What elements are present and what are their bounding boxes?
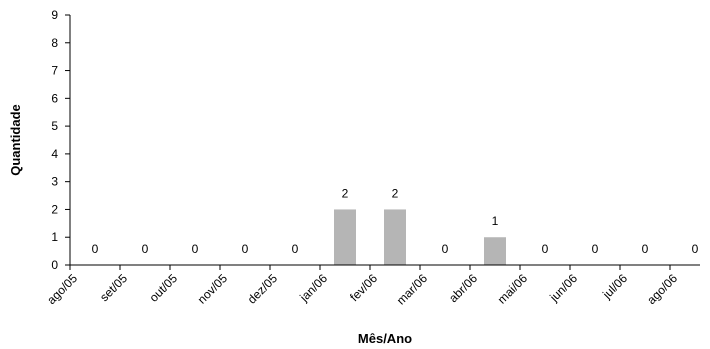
bars	[334, 209, 506, 265]
x-tick-label: nov/05	[195, 271, 231, 307]
x-tick-label: jan/06	[296, 271, 330, 305]
x-axis-ticks: ago/05 set/05 out/05 nov/05 dez/05 jan/06 fev/…	[44, 265, 680, 308]
x-tick-label: out/05	[147, 271, 181, 305]
x-tick-label: fev/06	[347, 271, 380, 304]
data-label: 0	[642, 242, 649, 256]
y-tick-label: 6	[51, 91, 58, 105]
y-tick-label: 1	[51, 230, 58, 244]
x-tick-label: jun/06	[546, 271, 580, 305]
data-label: 0	[692, 242, 699, 256]
x-tick-label: dez/05	[245, 271, 281, 307]
data-labels: 0 0 0 0 0 2 2 0 1 0 0 0 0	[92, 186, 699, 256]
bar	[484, 237, 506, 265]
x-tick-label: mar/06	[394, 271, 431, 308]
x-axis-title: Mês/Ano	[358, 331, 412, 346]
bar	[384, 209, 406, 265]
data-label: 0	[242, 242, 249, 256]
data-label: 0	[292, 242, 299, 256]
data-label: 2	[342, 186, 349, 200]
y-tick-label: 3	[51, 175, 58, 189]
y-tick-label: 5	[51, 119, 58, 133]
data-label: 0	[92, 242, 99, 256]
bar	[334, 209, 356, 265]
x-tick-label: ago/05	[44, 271, 80, 307]
x-tick-label: set/05	[97, 271, 130, 304]
y-axis-title: Quantidade	[8, 104, 23, 176]
data-label: 2	[392, 186, 399, 200]
y-tick-label: 0	[51, 258, 58, 272]
y-tick-label: 8	[51, 36, 58, 50]
y-tick-label: 7	[51, 64, 58, 78]
data-label: 0	[592, 242, 599, 256]
x-tick-label: jul/06	[599, 271, 630, 302]
x-tick-label: abr/06	[446, 271, 480, 305]
y-tick-label: 9	[51, 8, 58, 22]
y-tick-label: 4	[51, 147, 58, 161]
data-label: 1	[492, 214, 499, 228]
data-label: 0	[442, 242, 449, 256]
y-axis-ticks: 0 1 2 3 4 5 6 7 8 9	[51, 8, 70, 272]
data-label: 0	[542, 242, 549, 256]
x-tick-label: mai/06	[495, 271, 531, 307]
data-label: 0	[192, 242, 199, 256]
x-tick-label: ago/06	[644, 271, 680, 307]
data-label: 0	[142, 242, 149, 256]
y-tick-label: 2	[51, 202, 58, 216]
